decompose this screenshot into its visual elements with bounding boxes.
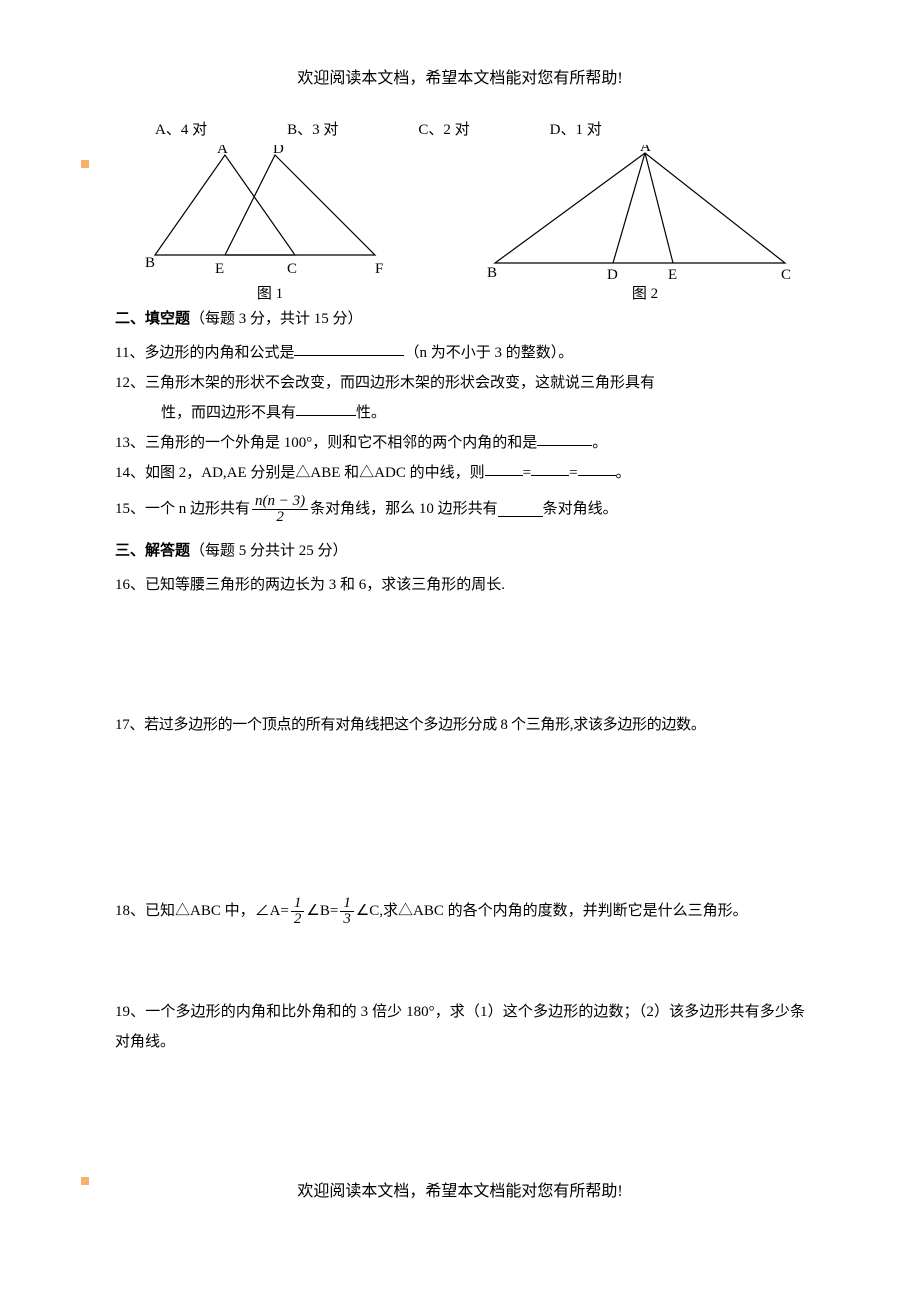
q18-workspace [115,957,805,997]
q13-blank [537,430,592,446]
figures-row: A D B E C F 图 1 A B [115,145,805,303]
q13-post: 。 [592,435,607,451]
option-d: D、1 对 [550,118,602,139]
q17: 17、若过多边形的一个顶点的所有对角线把这个多边形分成 8 个三角形,求该多边形… [115,710,805,740]
q11-post: （n 为不小于 3 的整数）。 [404,345,573,361]
q14-blank3 [578,460,616,476]
fig1-label-d: D [273,145,284,157]
fig1-label-f: F [375,261,383,277]
q18: 18、已知△ABC 中，∠A= 1 2 ∠B= 1 3 ∠C,求△ABC 的各个… [115,896,805,927]
page-header: 欢迎阅读本文档，希望本文档能对您有所帮助! [115,64,805,88]
fig2-label-a: A [640,145,651,155]
q14-blank1 [485,460,523,476]
q10-options: A、4 对 B、3 对 C、2 对 D、1 对 [115,118,805,139]
section-3-title-bold: 三、解答题 [115,543,190,559]
q15-mid: 条对角线，那么 10 边形共有 [310,499,498,520]
q15-frac-den: 2 [252,510,308,525]
fig2-label-e: E [668,267,677,280]
q15-blank [498,501,543,517]
q15-pre: 15、一个 n 边形共有 [115,499,250,520]
page-footer: 欢迎阅读本文档，希望本文档能对您有所帮助! [115,1177,805,1201]
option-b: B、3 对 [287,118,338,139]
option-a: A、4 对 [155,118,207,139]
fig2-label-d: D [607,267,618,280]
q15: 15、一个 n 边形共有 n(n − 3) 2 条对角线，那么 10 边形共有 条… [115,494,805,525]
q14-blank2 [531,460,569,476]
q17-workspace [115,740,805,890]
q15-post: 条对角线。 [543,499,618,520]
q14-eq2: = [569,465,577,481]
fig2-label-b: B [487,265,497,280]
figure-2-svg: A B D E C [485,145,805,280]
q15-fraction: n(n − 3) 2 [252,494,308,525]
option-c: C、2 对 [418,118,469,139]
q18-f1-den: 2 [291,912,305,927]
q14-pre: 14、如图 2，AD,AE 分别是△ABE 和△ADC 的中线，则 [115,465,485,481]
section-2-title: 二、填空题（每题 3 分，共计 15 分） [115,307,805,328]
figure-1-block: A D B E C F 图 1 [145,145,395,303]
fig1-label-e: E [215,261,224,277]
q18-f2-num: 1 [340,896,354,912]
figure-1-caption: 图 1 [257,282,283,303]
fig1-label-b: B [145,255,155,271]
q12-blank [296,400,356,416]
margin-marker-1 [81,160,89,168]
q18-f2-den: 3 [340,912,354,927]
q12-line1: 12、三角形木架的形状不会改变，而四边形木架的形状会改变，这就说三角形具有 [115,368,805,398]
q11: 11、多边形的内角和公式是 （n 为不小于 3 的整数）。 [115,338,805,368]
q14-eq1: = [523,465,531,481]
margin-marker-2 [81,1177,89,1185]
q14: 14、如图 2，AD,AE 分别是△ABE 和△ADC 的中线，则 = = 。 [115,458,805,488]
q13-pre: 13、三角形的一个外角是 100°，则和它不相邻的两个内角的和是 [115,435,537,451]
q18-frac2: 1 3 [340,896,354,927]
q13: 13、三角形的一个外角是 100°，则和它不相邻的两个内角的和是 。 [115,428,805,458]
section-2-title-rest: （每题 3 分，共计 15 分） [190,311,363,327]
q12-line2-post: 性。 [356,405,386,421]
section-3-title: 三、解答题（每题 5 分共计 25 分） [115,539,805,560]
figure-2-caption: 图 2 [632,282,658,303]
q14-post: 。 [616,465,631,481]
q18-pre: 18、已知△ABC 中，∠A= [115,901,289,922]
q12-line2-pre: 性，而四边形不具有 [161,405,296,421]
q18-mid1: ∠B= [306,901,338,922]
q15-frac-num: n(n − 3) [252,494,308,510]
figure-1-svg: A D B E C F [145,145,395,280]
q18-post: ∠C,求△ABC 的各个内角的度数，并判断它是什么三角形。 [356,901,748,922]
q16-workspace [115,600,805,710]
fig1-label-a: A [217,145,228,157]
q11-pre: 11、多边形的内角和公式是 [115,345,294,361]
section-2-title-bold: 二、填空题 [115,311,190,327]
q12-line2: 性，而四边形不具有 性。 [115,398,805,428]
fig2-label-c: C [781,267,791,280]
figure-2-block: A B D E C 图 2 [485,145,805,303]
q18-f1-num: 1 [291,896,305,912]
q19: 19、一个多边形的内角和比外角和的 3 倍少 180°，求（1）这个多边形的边数… [115,997,805,1057]
section-3-title-rest: （每题 5 分共计 25 分） [190,543,348,559]
q11-blank [294,340,404,356]
q16: 16、已知等腰三角形的两边长为 3 和 6，求该三角形的周长. [115,570,805,600]
q18-frac1: 1 2 [291,896,305,927]
fig1-label-c: C [287,261,297,277]
